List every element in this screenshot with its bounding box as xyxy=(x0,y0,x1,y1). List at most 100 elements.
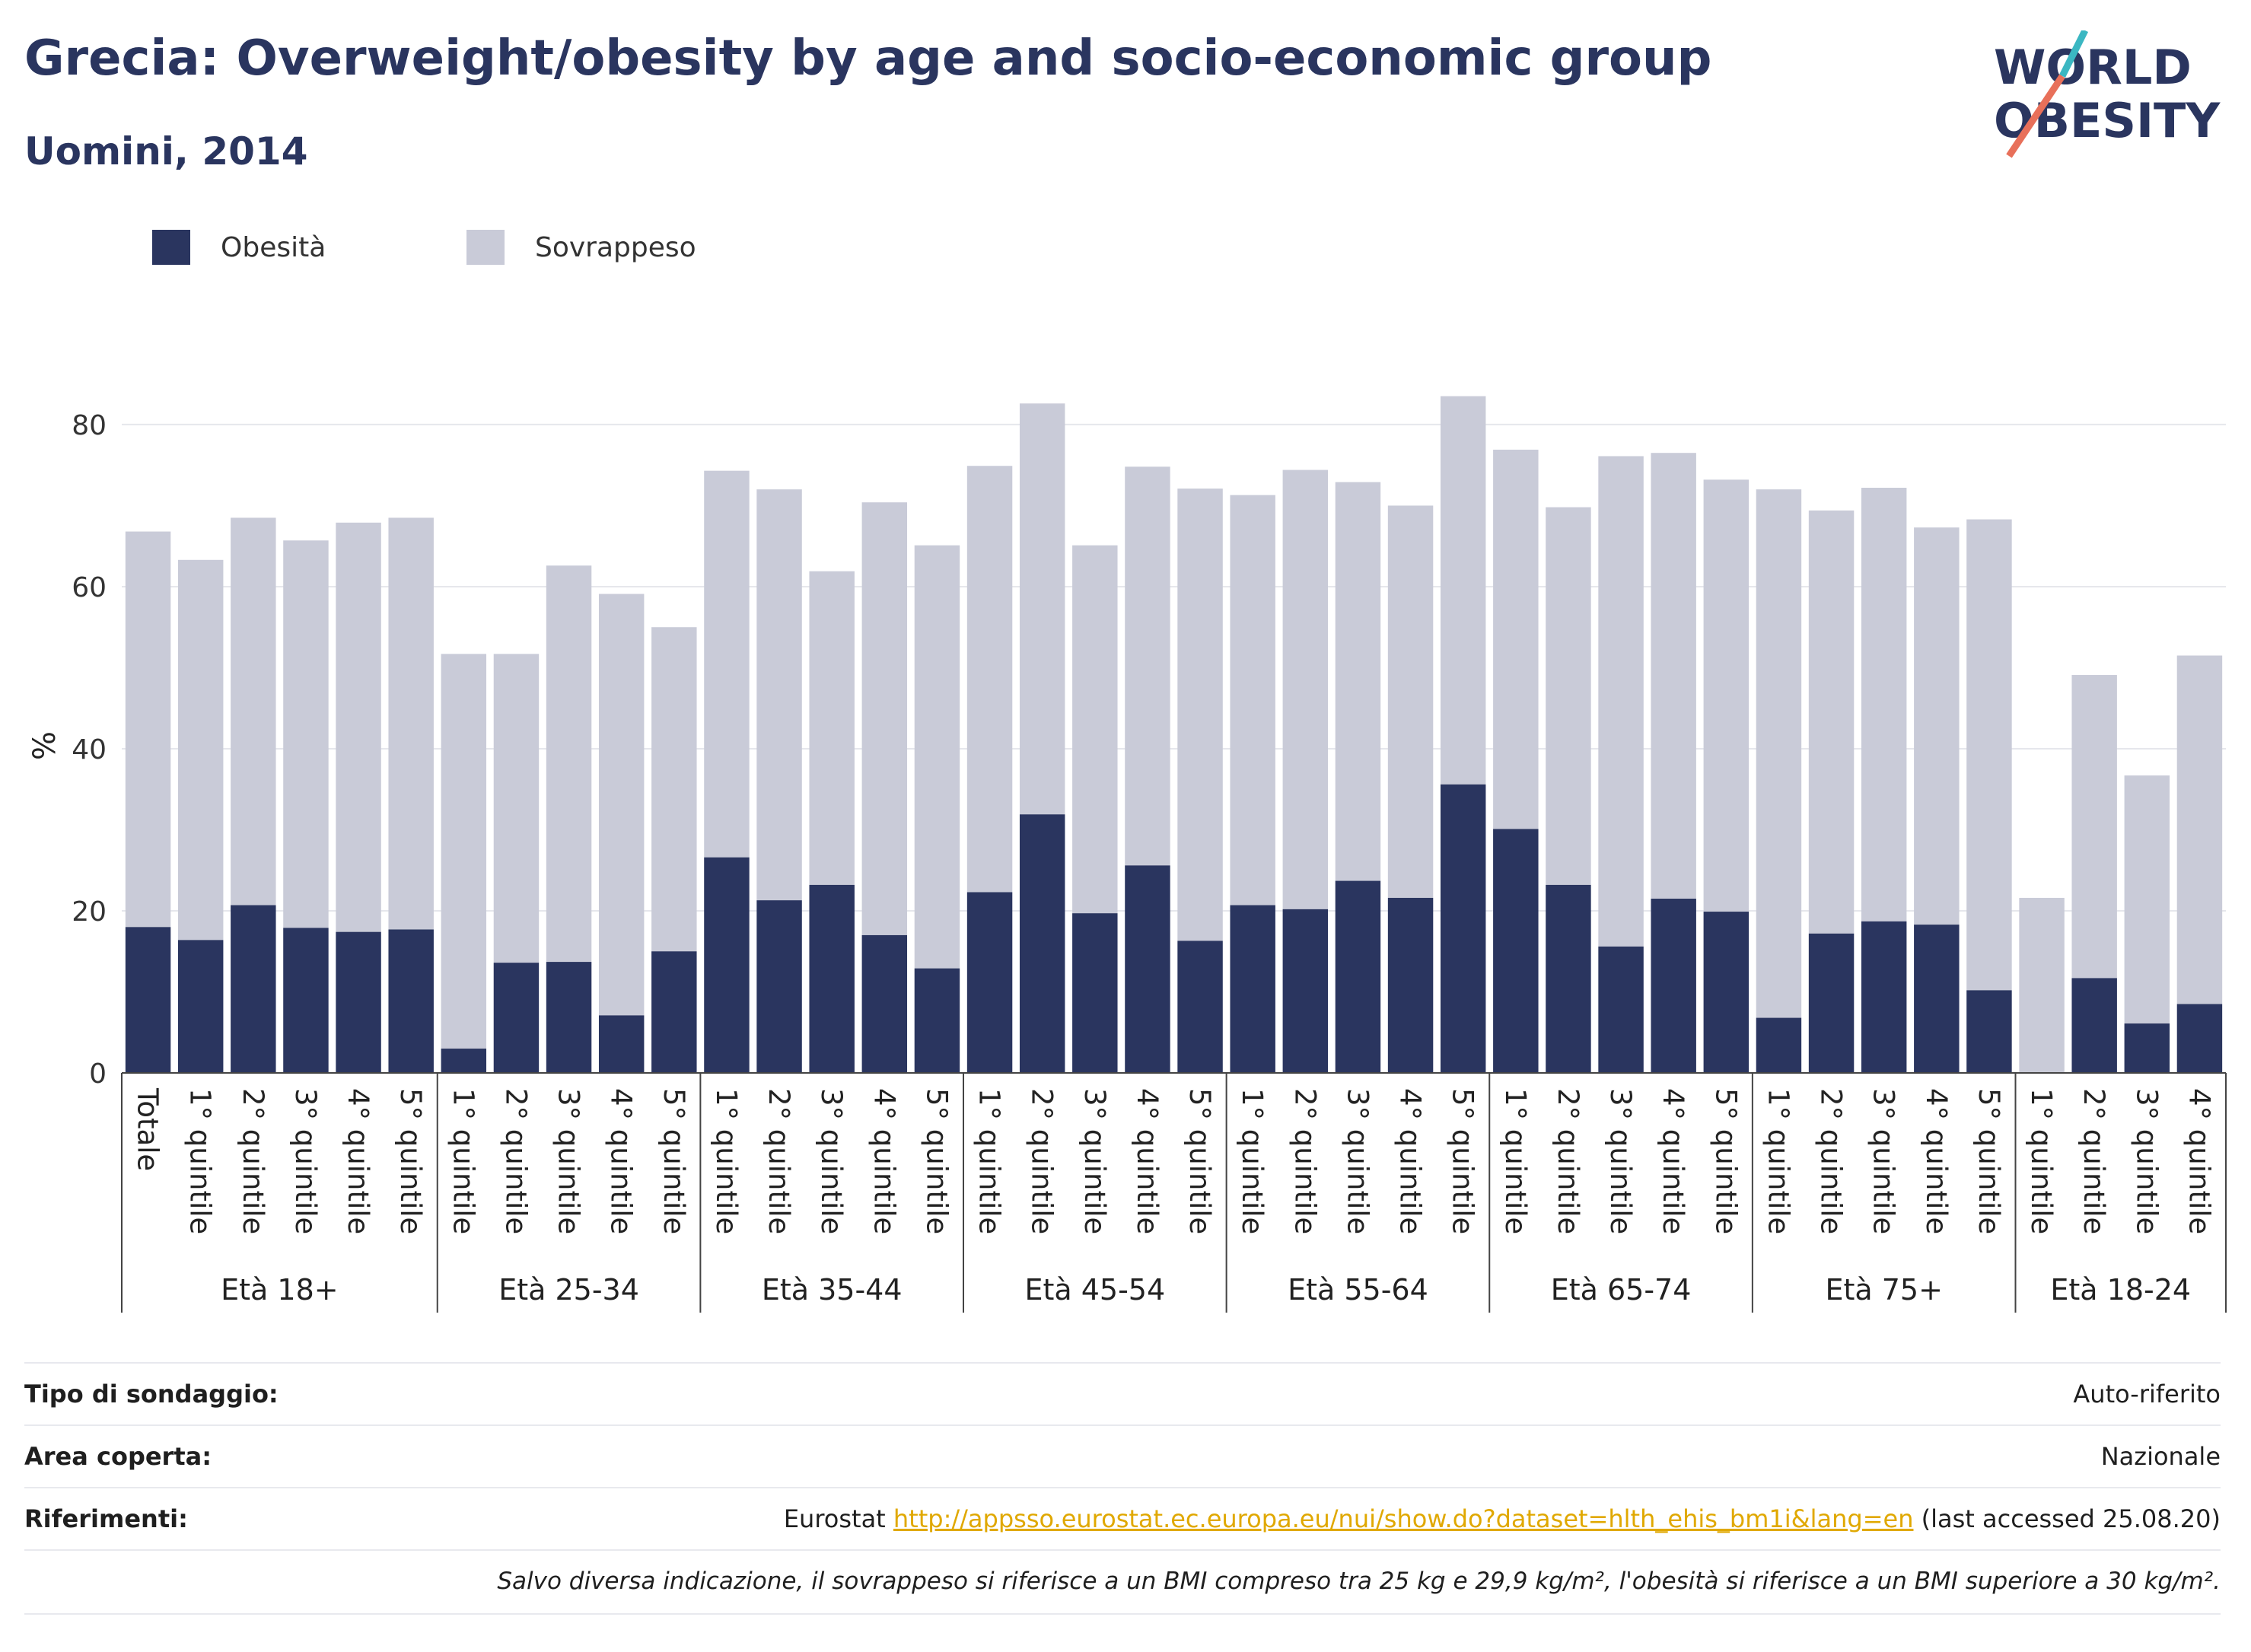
bar-obesity xyxy=(651,951,697,1073)
x-category-label: 2° quintile xyxy=(1552,1088,1584,1234)
x-group-label: Età 35-44 xyxy=(762,1273,903,1307)
x-category-label: 2° quintile xyxy=(1026,1088,1059,1234)
y-axis-label: % xyxy=(27,731,62,760)
x-category-label: 1° quintile xyxy=(1236,1088,1269,1234)
bar-overweight xyxy=(914,545,960,969)
bar-overweight xyxy=(1598,456,1644,947)
x-category-label: 5° quintile xyxy=(920,1088,953,1234)
bar-overweight xyxy=(1387,505,1434,898)
bar-overweight xyxy=(1546,507,1591,885)
survey-type-value: Auto-riferito xyxy=(2073,1380,2221,1408)
bar-overweight xyxy=(1282,469,1329,909)
x-category-label: 3° quintile xyxy=(815,1088,848,1234)
survey-type-label: Tipo di sondaggio: xyxy=(24,1380,279,1408)
info-row-note: Salvo diversa indicazione, il sovrappeso… xyxy=(24,1549,2221,1612)
x-category-label: 4° quintile xyxy=(1657,1088,1689,1234)
bar-overweight xyxy=(1440,396,1486,785)
bar-obesity xyxy=(1072,913,1118,1073)
legend-swatch-overweight xyxy=(466,230,505,265)
x-category-label: 4° quintile xyxy=(2183,1088,2215,1234)
bar-obesity xyxy=(1230,905,1275,1073)
bar-obesity xyxy=(336,931,381,1073)
bar-obesity xyxy=(861,934,908,1073)
x-category-label: 2° quintile xyxy=(1288,1088,1321,1234)
bar-overweight xyxy=(1019,403,1065,815)
legend-label-obesity: Obesità xyxy=(221,231,326,263)
logo-text-world: WORLD xyxy=(1994,40,2192,95)
bar-obesity xyxy=(1808,933,1855,1073)
bar-obesity xyxy=(1598,946,1644,1073)
bar-obesity xyxy=(177,940,224,1073)
bar-overweight xyxy=(2019,897,2065,1073)
bar-overweight xyxy=(704,470,750,858)
x-category-label: 5° quintile xyxy=(1447,1088,1479,1234)
bar-obesity xyxy=(441,1049,487,1073)
x-category-label: 1° quintile xyxy=(447,1088,479,1234)
references-source: Eurostat xyxy=(783,1504,886,1533)
logo-slash-teal xyxy=(2058,30,2089,78)
bar-overweight xyxy=(125,531,171,928)
references-accessed: (last accessed 25.08.20) xyxy=(1921,1504,2221,1533)
bar-obesity xyxy=(1387,897,1434,1073)
x-category-label: 4° quintile xyxy=(1920,1088,1953,1234)
area-label: Area coperta: xyxy=(24,1442,212,1471)
bar-obesity xyxy=(1861,921,1907,1073)
bar-obesity xyxy=(2071,978,2117,1073)
x-category-label: 5° quintile xyxy=(657,1088,690,1234)
x-category-label: 3° quintile xyxy=(2130,1088,2163,1234)
bar-obesity xyxy=(1282,909,1329,1073)
bar-overweight xyxy=(756,489,802,901)
y-tick-label: 60 xyxy=(72,572,107,603)
legend-item-obesity[interactable]: Obesità xyxy=(152,228,326,266)
references-link[interactable]: http://appsso.eurostat.ec.europa.eu/nui/… xyxy=(893,1504,1914,1533)
legend-label-overweight: Sovrappeso xyxy=(535,231,696,263)
bar-overweight xyxy=(1966,519,2012,991)
bar-obesity xyxy=(2176,1004,2223,1073)
bar-overweight xyxy=(546,565,592,963)
references-label: Riferimenti: xyxy=(24,1504,188,1533)
x-category-label: 5° quintile xyxy=(1183,1088,1216,1234)
x-category-label: Totale xyxy=(132,1087,164,1171)
bar-overweight xyxy=(1493,449,1539,829)
x-group-label: Età 55-64 xyxy=(1288,1273,1428,1307)
bar-overweight xyxy=(2071,675,2117,979)
y-tick-label: 80 xyxy=(72,410,107,441)
bar-obesity xyxy=(1914,925,1960,1073)
x-group-label: Età 75+ xyxy=(1825,1273,1942,1307)
bar-overweight xyxy=(861,502,908,935)
bar-obesity xyxy=(1966,990,2012,1073)
bar-overweight xyxy=(2124,775,2170,1024)
legend-swatch-obesity xyxy=(152,230,190,265)
bar-overweight xyxy=(1230,495,1275,906)
x-category-label: 1° quintile xyxy=(710,1088,743,1234)
x-category-label: 2° quintile xyxy=(237,1088,269,1234)
x-category-label: 1° quintile xyxy=(1762,1088,1794,1234)
bar-overweight xyxy=(1914,527,1960,925)
info-row-area: Area coperta: Nazionale xyxy=(24,1424,2221,1487)
bar-obesity xyxy=(1125,865,1170,1073)
bar-overweight xyxy=(231,517,276,906)
legend-item-overweight[interactable]: Sovrappeso xyxy=(466,228,696,266)
bar-overweight xyxy=(1335,482,1381,881)
y-tick-label: 0 xyxy=(89,1058,107,1090)
bar-overweight xyxy=(1125,466,1170,866)
bar-obesity xyxy=(283,928,329,1073)
bar-obesity xyxy=(1440,784,1486,1073)
bar-overweight xyxy=(1177,489,1223,941)
bar-obesity xyxy=(1335,880,1381,1073)
x-category-label: 2° quintile xyxy=(499,1088,532,1234)
bar-overweight xyxy=(177,559,224,941)
bar-obesity xyxy=(966,892,1013,1073)
area-value: Nazionale xyxy=(2100,1442,2221,1471)
bar-overweight xyxy=(283,540,329,928)
info-row-survey-type: Tipo di sondaggio: Auto-riferito xyxy=(24,1362,2221,1424)
bar-obesity xyxy=(1493,829,1539,1073)
bar-obesity xyxy=(704,857,750,1073)
bar-obesity xyxy=(1756,1017,1802,1073)
references-value: Eurostat http://appsso.eurostat.ec.europ… xyxy=(784,1504,2221,1533)
bar-obesity xyxy=(1546,884,1591,1073)
x-category-label: 4° quintile xyxy=(1131,1088,1164,1234)
bar-overweight xyxy=(2176,655,2223,1004)
bar-obesity xyxy=(914,968,960,1073)
x-category-label: 1° quintile xyxy=(2025,1088,2058,1234)
